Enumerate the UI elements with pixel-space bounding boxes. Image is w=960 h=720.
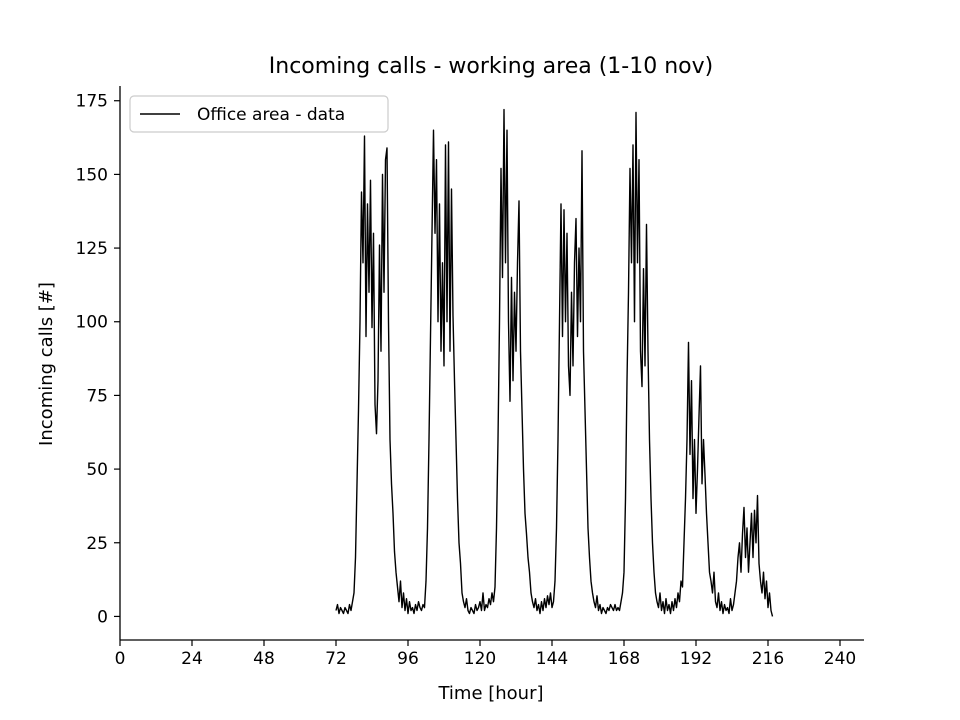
- x-tick-label: 240: [824, 649, 856, 669]
- legend-entry-office-area: Office area - data: [197, 105, 345, 125]
- y-tick-label: 175: [76, 92, 108, 112]
- series-line-0: [335, 108, 774, 617]
- x-tick-label: 72: [325, 649, 347, 669]
- y-tick-label: 125: [76, 239, 108, 259]
- y-tick-label: 50: [86, 460, 108, 480]
- plot-area: 0 24 48 72 96 120 144 168 192 216 240 0 25 50 75 100 125…: [76, 86, 864, 669]
- x-tick-label: 192: [680, 649, 712, 669]
- y-tick-label: 25: [86, 534, 108, 554]
- y-axis-label: Incoming calls [#]: [36, 282, 57, 446]
- legend: Office area - data: [129, 95, 389, 133]
- x-tick-label: 216: [752, 649, 784, 669]
- chart-title: Incoming calls - working area (1-10 nov): [269, 54, 713, 79]
- x-axis-label: Time [hour]: [437, 683, 543, 704]
- legend-box: [129, 95, 389, 133]
- x-tick-label: 144: [536, 649, 568, 669]
- x-tick-label: 120: [464, 649, 496, 669]
- y-tick-label: 75: [86, 386, 108, 406]
- x-tick-label: 24: [181, 649, 203, 669]
- x-tick-label: 0: [115, 649, 126, 669]
- x-tick-label: 48: [253, 649, 275, 669]
- x-tick-label: 96: [397, 649, 419, 669]
- y-tick-label: 150: [76, 165, 108, 185]
- x-tick-label: 168: [608, 649, 640, 669]
- y-tick-label: 0: [97, 607, 108, 627]
- y-tick-label: 100: [76, 313, 108, 333]
